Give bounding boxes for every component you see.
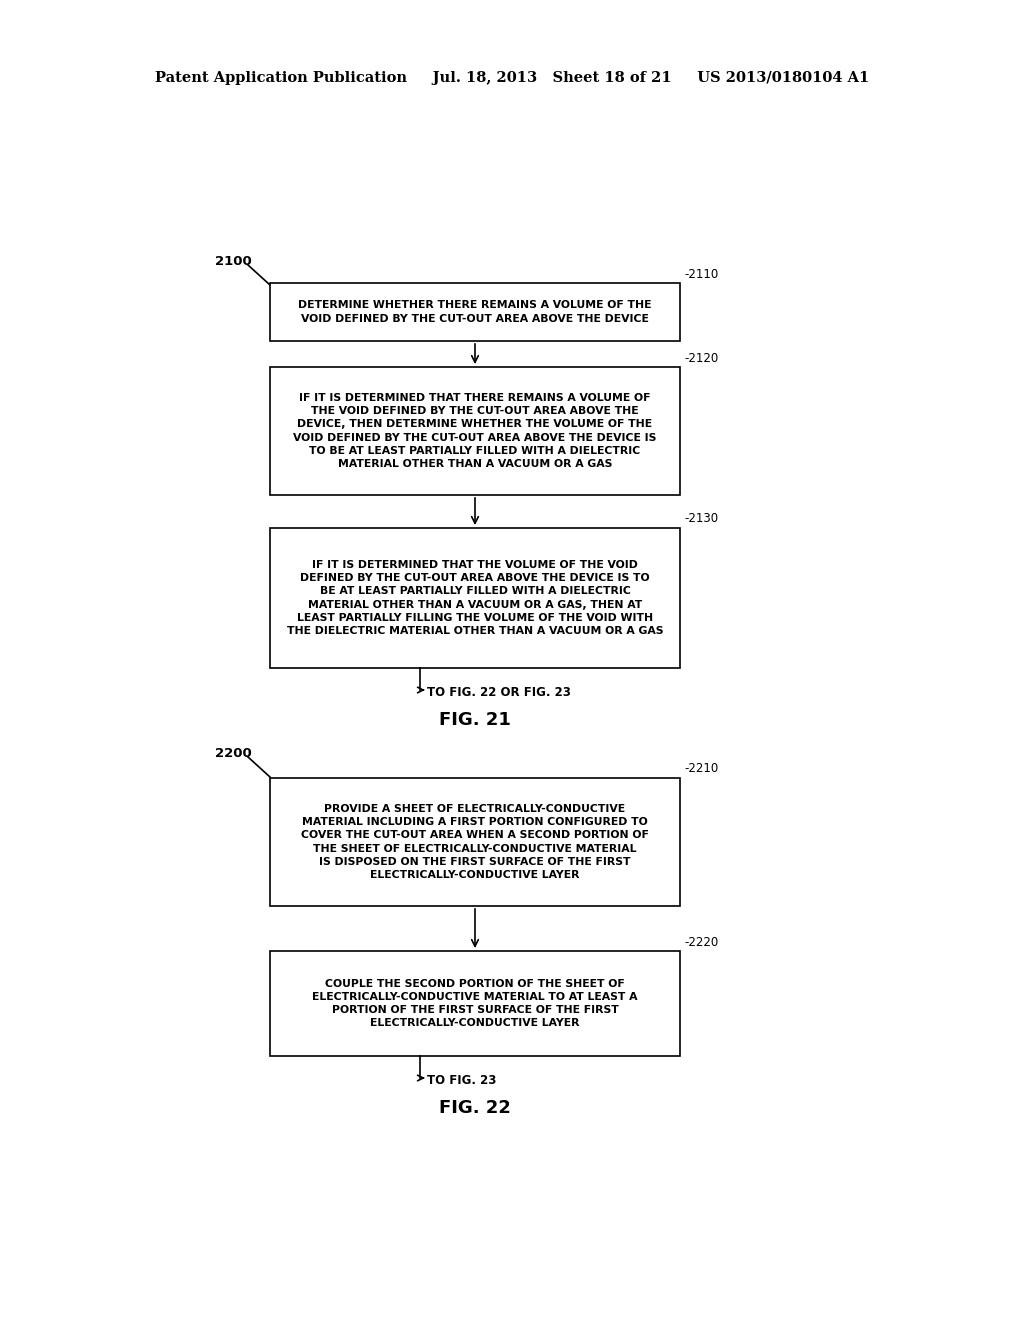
Text: FIG. 22: FIG. 22 — [439, 1100, 511, 1117]
Text: TO FIG. 23: TO FIG. 23 — [427, 1074, 497, 1088]
Text: TO FIG. 22 OR FIG. 23: TO FIG. 22 OR FIG. 23 — [427, 686, 570, 700]
Text: -2110: -2110 — [684, 268, 718, 281]
Text: -2220: -2220 — [684, 936, 718, 949]
Text: -2210: -2210 — [684, 763, 718, 776]
Text: DETERMINE WHETHER THERE REMAINS A VOLUME OF THE
VOID DEFINED BY THE CUT-OUT AREA: DETERMINE WHETHER THERE REMAINS A VOLUME… — [298, 301, 651, 323]
Text: COUPLE THE SECOND PORTION OF THE SHEET OF
ELECTRICALLY-CONDUCTIVE MATERIAL TO AT: COUPLE THE SECOND PORTION OF THE SHEET O… — [312, 978, 638, 1028]
Text: FIG. 21: FIG. 21 — [439, 711, 511, 729]
Text: -2120: -2120 — [684, 351, 718, 364]
Bar — [270, 950, 680, 1056]
Bar — [270, 282, 680, 341]
Text: 2200: 2200 — [215, 747, 252, 760]
Bar — [270, 367, 680, 495]
Text: IF IT IS DETERMINED THAT THE VOLUME OF THE VOID
DEFINED BY THE CUT-OUT AREA ABOV: IF IT IS DETERMINED THAT THE VOLUME OF T… — [287, 560, 664, 636]
Text: PROVIDE A SHEET OF ELECTRICALLY-CONDUCTIVE
MATERIAL INCLUDING A FIRST PORTION CO: PROVIDE A SHEET OF ELECTRICALLY-CONDUCTI… — [301, 804, 649, 880]
Bar — [270, 528, 680, 668]
Text: 2100: 2100 — [215, 255, 252, 268]
Bar — [270, 777, 680, 906]
Text: IF IT IS DETERMINED THAT THERE REMAINS A VOLUME OF
THE VOID DEFINED BY THE CUT-O: IF IT IS DETERMINED THAT THERE REMAINS A… — [293, 393, 656, 469]
Text: -2130: -2130 — [684, 512, 718, 525]
Text: Patent Application Publication     Jul. 18, 2013   Sheet 18 of 21     US 2013/01: Patent Application Publication Jul. 18, … — [155, 71, 869, 84]
